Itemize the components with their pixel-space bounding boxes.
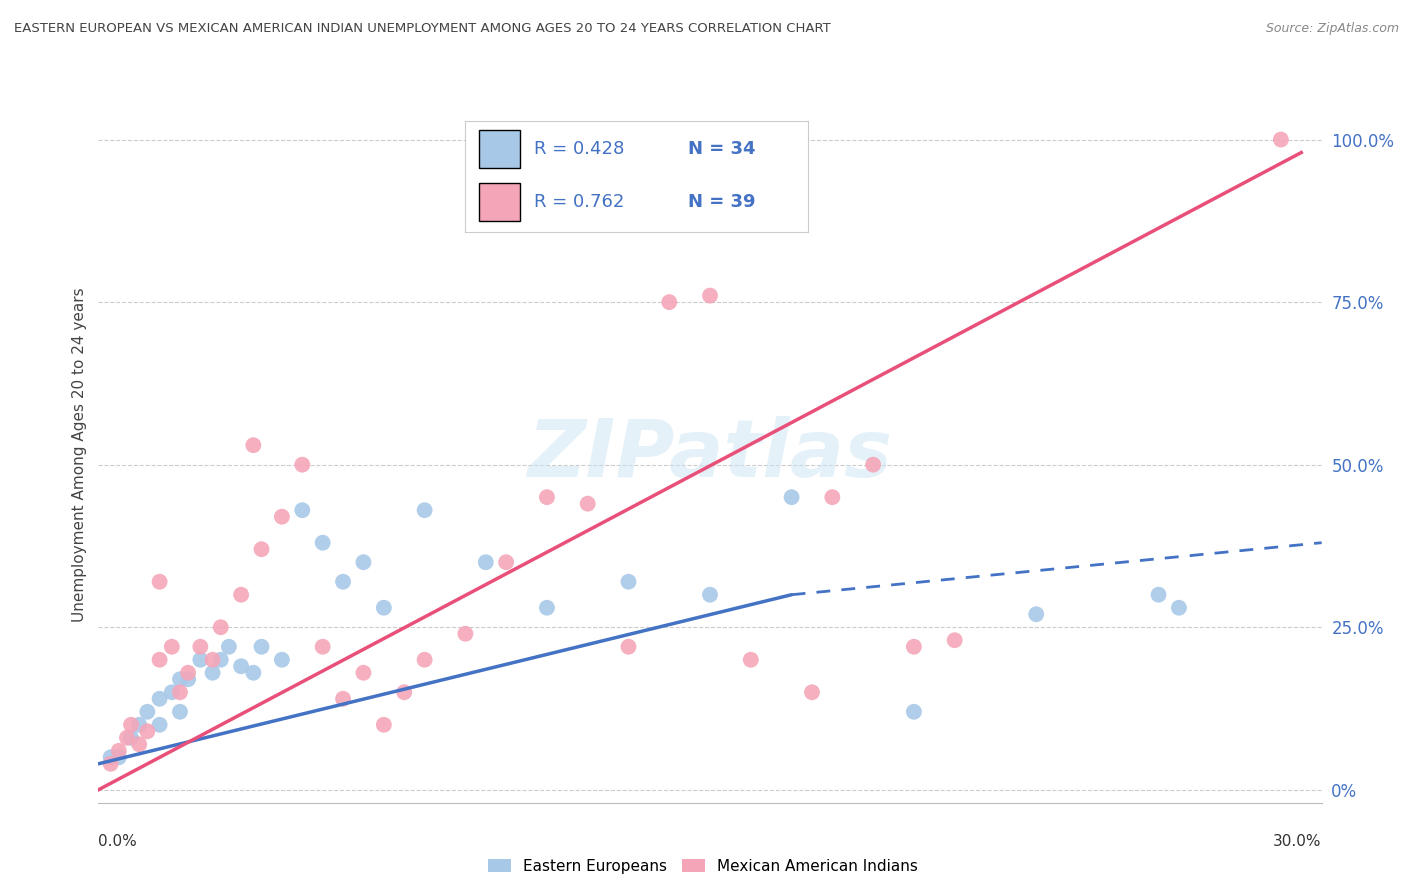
Point bbox=[108, 744, 131, 758]
Point bbox=[128, 737, 150, 751]
Point bbox=[291, 458, 314, 472]
Point bbox=[373, 718, 395, 732]
Point bbox=[160, 685, 183, 699]
Point bbox=[1147, 588, 1170, 602]
Point bbox=[658, 295, 681, 310]
Point bbox=[373, 600, 395, 615]
Point bbox=[169, 705, 191, 719]
Text: EASTERN EUROPEAN VS MEXICAN AMERICAN INDIAN UNEMPLOYMENT AMONG AGES 20 TO 24 YEA: EASTERN EUROPEAN VS MEXICAN AMERICAN IND… bbox=[14, 22, 831, 36]
Point bbox=[218, 640, 240, 654]
Point bbox=[454, 626, 477, 640]
Point bbox=[780, 490, 803, 504]
Point bbox=[100, 756, 122, 771]
Text: ZIPatlas: ZIPatlas bbox=[527, 416, 893, 494]
Point bbox=[177, 672, 200, 686]
Y-axis label: Unemployment Among Ages 20 to 24 years: Unemployment Among Ages 20 to 24 years bbox=[72, 287, 87, 623]
Point bbox=[231, 659, 253, 673]
Point bbox=[943, 633, 966, 648]
Point bbox=[699, 288, 721, 302]
Point bbox=[136, 724, 159, 739]
Point bbox=[120, 731, 142, 745]
Point bbox=[352, 665, 374, 680]
Point bbox=[149, 653, 172, 667]
Point bbox=[120, 718, 142, 732]
Point bbox=[169, 685, 191, 699]
Point bbox=[1167, 600, 1189, 615]
Point bbox=[392, 685, 416, 699]
Point bbox=[108, 750, 131, 764]
Point bbox=[536, 490, 558, 504]
Point bbox=[1270, 132, 1292, 146]
Point bbox=[188, 653, 212, 667]
Text: 0.0%: 0.0% bbox=[98, 834, 138, 849]
Point bbox=[115, 731, 138, 745]
Point bbox=[270, 653, 294, 667]
Point bbox=[209, 620, 232, 634]
Point bbox=[413, 503, 436, 517]
Point bbox=[242, 665, 264, 680]
Point bbox=[474, 555, 498, 569]
Point bbox=[201, 665, 224, 680]
Point bbox=[149, 691, 172, 706]
Point bbox=[862, 458, 884, 472]
Text: Source: ZipAtlas.com: Source: ZipAtlas.com bbox=[1265, 22, 1399, 36]
Point bbox=[188, 640, 212, 654]
Point bbox=[413, 653, 436, 667]
Point bbox=[312, 640, 335, 654]
Point bbox=[821, 490, 844, 504]
Point bbox=[201, 653, 224, 667]
Point bbox=[332, 691, 354, 706]
Point bbox=[242, 438, 264, 452]
Point bbox=[291, 503, 314, 517]
Legend: Eastern Europeans, Mexican American Indians: Eastern Europeans, Mexican American Indi… bbox=[482, 853, 924, 880]
Point bbox=[250, 542, 273, 557]
Point bbox=[801, 685, 824, 699]
Point bbox=[617, 640, 640, 654]
Point bbox=[177, 665, 200, 680]
Point bbox=[1025, 607, 1047, 622]
Point bbox=[149, 574, 172, 589]
Point bbox=[100, 750, 122, 764]
Point bbox=[149, 718, 172, 732]
Point bbox=[250, 640, 273, 654]
Point bbox=[740, 653, 762, 667]
Text: 30.0%: 30.0% bbox=[1274, 834, 1322, 849]
Point bbox=[495, 555, 517, 569]
Point bbox=[617, 574, 640, 589]
Point bbox=[209, 653, 232, 667]
Point bbox=[169, 672, 191, 686]
Point bbox=[128, 718, 150, 732]
Point bbox=[536, 600, 558, 615]
Point bbox=[576, 497, 599, 511]
Point bbox=[136, 705, 159, 719]
Point bbox=[332, 574, 354, 589]
Point bbox=[270, 509, 294, 524]
Point bbox=[903, 705, 925, 719]
Point bbox=[160, 640, 183, 654]
Point bbox=[312, 535, 335, 549]
Point bbox=[699, 588, 721, 602]
Point bbox=[903, 640, 925, 654]
Point bbox=[231, 588, 253, 602]
Point bbox=[352, 555, 374, 569]
